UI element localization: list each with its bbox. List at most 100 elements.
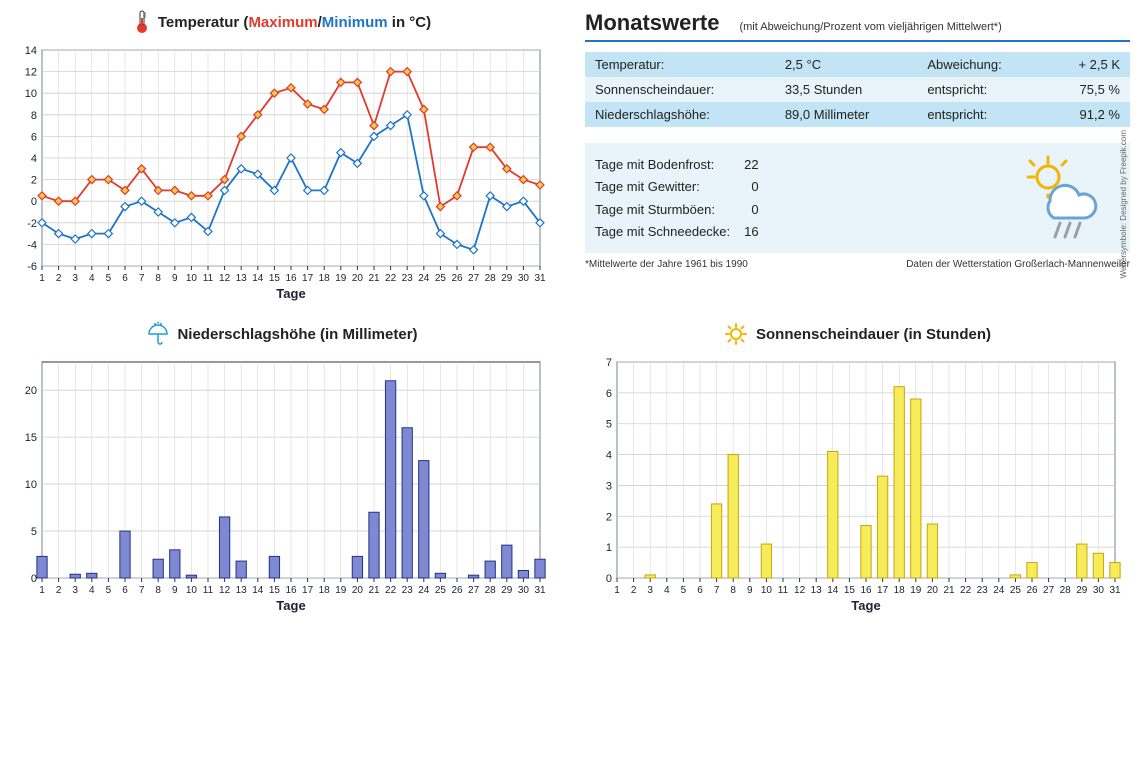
svg-text:1: 1 [39,585,45,596]
svg-text:23: 23 [402,273,414,284]
mw-value2: 75,5 % [1046,77,1130,102]
svg-text:9: 9 [172,273,178,284]
svg-text:2: 2 [606,511,612,523]
svg-text:17: 17 [877,585,889,596]
svg-text:5: 5 [106,273,112,284]
mw-label2: entspricht: [917,102,1046,127]
svg-text:22: 22 [385,585,397,596]
svg-text:18: 18 [319,585,331,596]
svg-text:10: 10 [25,88,37,100]
precipitation-title: Niederschlagshöhe (in Millimeter) [10,322,555,346]
day-label: Tage mit Gewitter: [595,176,744,199]
svg-text:7: 7 [714,585,720,596]
svg-text:7: 7 [139,585,145,596]
svg-text:4: 4 [89,273,95,284]
svg-text:30: 30 [518,585,530,596]
svg-text:26: 26 [451,273,463,284]
svg-text:19: 19 [335,585,347,596]
svg-text:5: 5 [681,585,687,596]
svg-text:27: 27 [468,273,480,284]
svg-text:4: 4 [31,153,37,165]
svg-text:4: 4 [606,450,612,462]
precipitation-plot: 0510152012345678910111213141516171819202… [10,354,550,614]
svg-text:0: 0 [31,573,37,585]
svg-text:11: 11 [778,585,789,596]
svg-text:29: 29 [501,585,513,596]
mw-label: Temperatur: [585,52,775,77]
svg-text:24: 24 [993,585,1005,596]
svg-text:13: 13 [236,585,248,596]
svg-text:9: 9 [172,585,178,596]
weather-icon [1010,153,1120,243]
sun-icon [724,322,748,346]
svg-text:12: 12 [25,67,37,79]
svg-text:30: 30 [518,273,530,284]
svg-text:17: 17 [302,585,314,596]
svg-text:16: 16 [285,585,297,596]
svg-text:5: 5 [106,585,112,596]
svg-text:21: 21 [943,585,955,596]
svg-text:24: 24 [418,273,430,284]
svg-text:8: 8 [155,585,161,596]
svg-text:23: 23 [977,585,989,596]
svg-text:7: 7 [606,357,612,369]
monthly-table: Temperatur: 2,5 °C Abweichung: + 2,5 KSo… [585,52,1130,127]
svg-text:16: 16 [285,273,297,284]
svg-text:11: 11 [203,585,214,596]
mw-label: Sonnenscheindauer: [585,77,775,102]
svg-text:8: 8 [155,273,161,284]
monthly-subtitle: (mit Abweichung/Prozent vom vieljährigen… [739,21,1001,33]
svg-text:Tage: Tage [276,286,305,301]
svg-text:4: 4 [89,585,95,596]
svg-text:23: 23 [402,585,414,596]
svg-text:10: 10 [186,585,198,596]
mw-label2: Abweichung: [917,52,1046,77]
svg-text:15: 15 [844,585,856,596]
svg-text:15: 15 [269,273,281,284]
temperature-chart: Temperatur (Maximum/Minimum in °C) -6-4-… [10,10,555,302]
svg-text:13: 13 [236,273,248,284]
svg-text:25: 25 [1010,585,1022,596]
mw-value: 89,0 Millimeter [775,102,917,127]
svg-text:26: 26 [1026,585,1038,596]
mw-value: 33,5 Stunden [775,77,917,102]
mw-value2: 91,2 % [1046,102,1130,127]
svg-text:28: 28 [485,585,497,596]
day-value: 0 [744,198,772,221]
svg-text:2: 2 [56,585,62,596]
svg-text:3: 3 [606,480,612,492]
monthly-values-panel: Monatswerte (mit Abweichung/Prozent vom … [585,10,1130,302]
temperature-title: Temperatur (Maximum/Minimum in °C) [10,10,555,34]
svg-text:29: 29 [1076,585,1088,596]
svg-text:12: 12 [794,585,806,596]
mw-label: Niederschlagshöhe: [585,102,775,127]
svg-text:9: 9 [747,585,753,596]
svg-text:6: 6 [606,388,612,400]
svg-text:6: 6 [31,131,37,143]
mw-value: 2,5 °C [775,52,917,77]
svg-text:22: 22 [385,273,397,284]
svg-text:14: 14 [827,585,839,596]
svg-text:27: 27 [468,585,480,596]
svg-text:21: 21 [368,273,380,284]
sunshine-chart: Sonnenscheindauer (in Stunden) 012345671… [585,322,1130,614]
svg-text:10: 10 [761,585,773,596]
svg-text:25: 25 [435,273,447,284]
day-value: 0 [744,176,772,199]
svg-text:1: 1 [606,542,612,554]
svg-text:0: 0 [606,573,612,585]
svg-text:28: 28 [1060,585,1072,596]
sunshine-plot: 0123456712345678910111213141516171819202… [585,354,1125,614]
svg-text:15: 15 [269,585,281,596]
svg-text:15: 15 [25,432,37,444]
svg-text:3: 3 [72,273,78,284]
svg-text:27: 27 [1043,585,1055,596]
svg-text:5: 5 [31,526,37,538]
svg-text:19: 19 [335,273,347,284]
svg-text:2: 2 [631,585,637,596]
svg-text:-4: -4 [27,239,37,251]
precipitation-chart: Niederschlagshöhe (in Millimeter) 051015… [10,322,555,614]
svg-text:6: 6 [122,585,128,596]
svg-text:1: 1 [39,273,45,284]
svg-text:6: 6 [122,273,128,284]
